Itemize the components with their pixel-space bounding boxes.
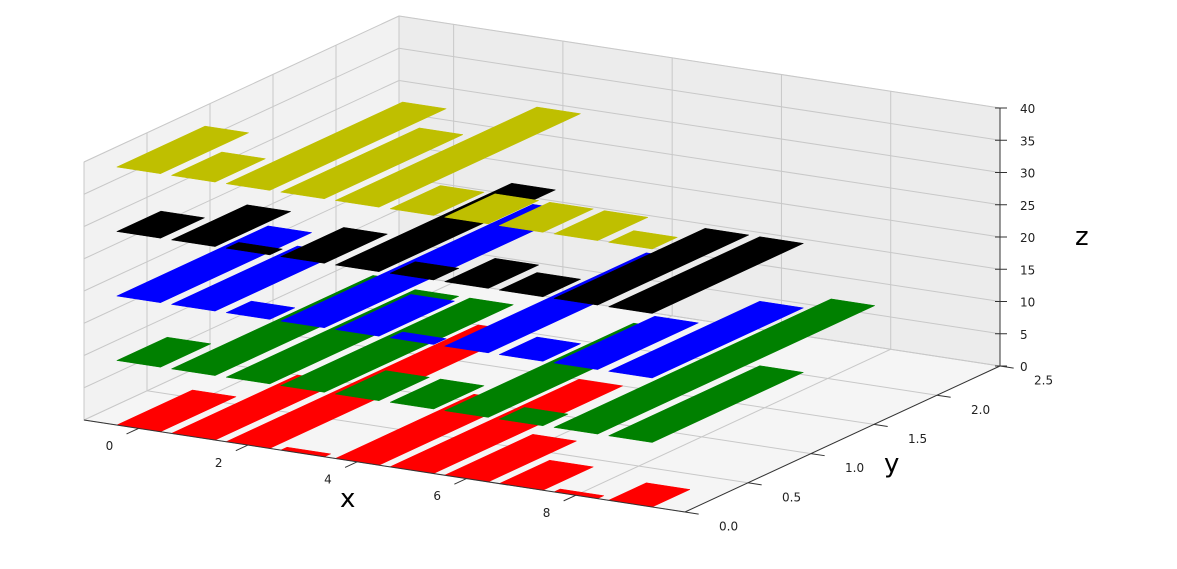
grid-line-z-back [398, 47, 1001, 141]
bar [225, 242, 284, 256]
bar [498, 201, 595, 233]
bar-series-4 [115, 101, 679, 250]
z-tick-label: 15 [1020, 263, 1035, 277]
y-tick-mark [684, 511, 699, 515]
x-tick-mark [344, 461, 358, 468]
bar [334, 106, 582, 208]
grid-line-x-floor [575, 348, 891, 496]
y-tick-label: 1.5 [908, 432, 927, 446]
x-tick-mark [563, 494, 576, 502]
z-tick-label: 30 [1020, 167, 1035, 181]
y-tick-label: 0.0 [719, 520, 738, 534]
bar [607, 230, 679, 250]
x-tick-mark [126, 427, 139, 435]
bar [225, 101, 448, 191]
grid-line-z-back [398, 80, 1001, 173]
bar-layers [115, 101, 876, 508]
grid-line-z-left [83, 15, 400, 163]
x-tick-label: 4 [324, 472, 332, 486]
bar [553, 210, 649, 241]
bar [389, 331, 448, 345]
bar [170, 204, 292, 247]
bar [279, 297, 515, 393]
y-tick-mark [936, 394, 951, 398]
z-tick-label: 25 [1020, 199, 1035, 213]
z-tick-label: 5 [1020, 328, 1028, 342]
y-axis-label: y [884, 449, 899, 479]
x-tick-label: 2 [215, 456, 223, 470]
y-axis-line [684, 365, 1001, 513]
y-tick-label: 1.0 [845, 461, 864, 475]
z-tick-label: 35 [1020, 134, 1035, 148]
bar [334, 294, 456, 337]
axis-lines [83, 107, 1014, 515]
bar [498, 407, 569, 427]
y-tick-label: 2.5 [1034, 374, 1053, 388]
bar [279, 127, 464, 200]
grid-line-z-back [398, 144, 1001, 238]
grid-line-z-back [398, 273, 1001, 367]
x-tick-label: 8 [543, 506, 551, 520]
bar [553, 315, 700, 370]
bar [607, 365, 805, 443]
bar [334, 370, 431, 401]
y-tick-mark [747, 482, 762, 486]
z-tick-label: 10 [1020, 296, 1035, 310]
bar [389, 378, 485, 410]
bar [389, 261, 460, 281]
bar [389, 185, 485, 216]
tick-labels: 0 2 4 6 8 0.0 0.5 1.0 1.5 2.0 2.5 0 5 10 15 20 25 30 35 40 [106, 102, 1054, 534]
y-tick-mark [810, 453, 825, 457]
bar [443, 258, 540, 289]
bar [115, 336, 212, 368]
bar [498, 272, 582, 298]
bar [225, 300, 296, 320]
bar [607, 300, 805, 379]
x-tick-mark [235, 444, 249, 452]
grid-line-z-back [398, 15, 1001, 109]
z-tick-label: 40 [1020, 102, 1035, 116]
x-tick-mark [454, 478, 467, 485]
z-axis-label: z [1075, 222, 1089, 252]
x-tick-label: 0 [106, 439, 114, 453]
y-tick-mark [873, 423, 888, 427]
y-tick-label: 2.0 [971, 403, 990, 417]
bar [115, 125, 250, 174]
bar [553, 298, 876, 435]
bar [115, 210, 206, 239]
z-tick-label: 20 [1020, 231, 1035, 245]
x-axis-label: x [340, 484, 355, 514]
grid-line-z-left [83, 80, 400, 227]
z-tick-label: 0 [1020, 360, 1028, 374]
bar [443, 193, 540, 225]
bar [279, 227, 389, 264]
bar [553, 228, 750, 306]
x-tick-label: 6 [433, 489, 441, 503]
y-tick-label: 0.5 [782, 490, 801, 504]
bar [170, 151, 267, 183]
bar [607, 236, 805, 314]
x-axis-line [83, 419, 686, 513]
bar [498, 336, 582, 362]
bar [115, 225, 313, 303]
